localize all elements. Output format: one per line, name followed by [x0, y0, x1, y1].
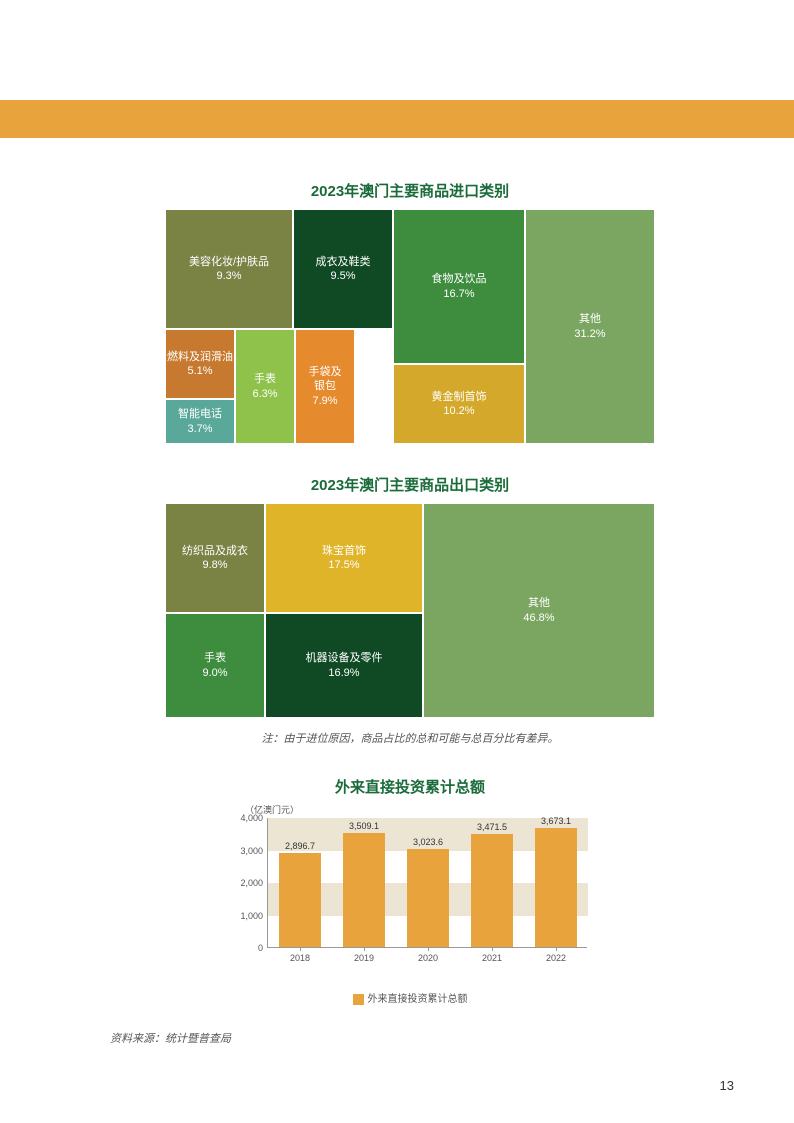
treemap-cell: 手表6.3%	[235, 329, 295, 444]
treemap-cell: 珠宝首饰17.5%	[265, 503, 423, 613]
y-tick-label: 0	[258, 943, 263, 953]
x-tick-mark	[364, 947, 365, 951]
treemap-cell-pct: 9.8%	[202, 558, 227, 572]
treemap-cell: 手袋及银包7.9%	[295, 329, 355, 444]
treemap-cell-label: 美容化妆/护肤品	[189, 255, 269, 269]
treemap-cell: 美容化妆/护肤品9.3%	[165, 209, 293, 329]
exports-treemap: 纺织品及成衣9.8%珠宝首饰17.5%手表9.0%机器设备及零件16.9%其他4…	[165, 503, 655, 718]
y-tick-label: 2,000	[240, 878, 263, 888]
bar-chart-unit: （亿澳门元）	[245, 803, 595, 816]
bar	[407, 849, 449, 947]
treemap-cell-label: 手袋及银包	[309, 365, 342, 394]
treemap-cell: 智能电话3.7%	[165, 399, 235, 444]
treemap-cell-pct: 5.1%	[187, 364, 212, 378]
x-tick-label: 2022	[535, 953, 577, 963]
imports-treemap: 美容化妆/护肤品9.3%成衣及鞋类9.5%食物及饮品16.7%其他31.2%燃料…	[165, 209, 655, 444]
legend-swatch	[353, 994, 364, 1005]
x-tick-label: 2021	[471, 953, 513, 963]
treemap-cell-pct: 7.9%	[312, 394, 337, 408]
treemap-cell: 食物及饮品16.7%	[393, 209, 525, 364]
bar-value-label: 3,023.6	[398, 837, 458, 847]
treemap-cell-label: 燃料及润滑油	[167, 350, 233, 364]
bar-chart-title: 外来直接投资累计总额	[225, 776, 595, 797]
x-tick-mark	[556, 947, 557, 951]
treemap-cell-label: 食物及饮品	[432, 272, 487, 286]
treemap-cell: 燃料及润滑油5.1%	[165, 329, 235, 399]
page-number: 13	[720, 1078, 734, 1093]
treemap-cell-label: 手表	[254, 372, 276, 386]
exports-title: 2023年澳门主要商品出口类别	[130, 474, 690, 495]
x-tick-mark	[492, 947, 493, 951]
x-tick-label: 2019	[343, 953, 385, 963]
bar-value-label: 3,509.1	[334, 821, 394, 831]
treemap-footnote: 注：由于进位原因，商品占比的总和可能与总百分比有差异。	[130, 730, 690, 746]
treemap-cell-pct: 17.5%	[328, 558, 359, 572]
legend-label: 外来直接投资累计总额	[368, 994, 468, 1005]
treemap-cell-label: 成衣及鞋类	[316, 255, 371, 269]
treemap-cell-label: 纺织品及成衣	[182, 544, 248, 558]
x-tick-label: 2020	[407, 953, 449, 963]
treemap-cell: 黄金制首饰10.2%	[393, 364, 525, 444]
bar-value-label: 3,673.1	[526, 816, 586, 826]
treemap-cell: 机器设备及零件16.9%	[265, 613, 423, 718]
bar	[279, 853, 321, 947]
bar-value-label: 2,896.7	[270, 841, 330, 851]
treemap-cell-pct: 9.3%	[216, 269, 241, 283]
treemap-cell-label: 珠宝首饰	[322, 544, 366, 558]
treemap-cell-label: 其他	[528, 596, 550, 610]
treemap-cell-label: 机器设备及零件	[306, 651, 383, 665]
bar-chart-wrap: 外来直接投资累计总额 （亿澳门元） 01,0002,0003,0004,000 …	[225, 776, 595, 1005]
x-tick-mark	[300, 947, 301, 951]
treemap-cell-pct: 6.3%	[252, 387, 277, 401]
treemap-cell-pct: 9.0%	[202, 666, 227, 680]
source-note: 资料来源：统计暨普查局	[110, 1030, 690, 1046]
bar	[535, 828, 577, 947]
plot-area: 2,896.720183,509.120193,023.620203,471.5…	[267, 818, 587, 948]
treemap-cell-pct: 3.7%	[187, 422, 212, 436]
bar-value-label: 3,471.5	[462, 822, 522, 832]
bar	[471, 834, 513, 947]
treemap-cell: 其他46.8%	[423, 503, 655, 718]
y-tick-label: 3,000	[240, 846, 263, 856]
header-bar	[0, 100, 794, 138]
treemap-cell-label: 其他	[579, 312, 601, 326]
x-tick-mark	[428, 947, 429, 951]
treemap-cell: 手表9.0%	[165, 613, 265, 718]
page-content: 2023年澳门主要商品进口类别 美容化妆/护肤品9.3%成衣及鞋类9.5%食物及…	[130, 180, 690, 1046]
x-tick-label: 2018	[279, 953, 321, 963]
treemap-cell-pct: 16.7%	[443, 287, 474, 301]
y-tick-label: 4,000	[240, 813, 263, 823]
y-tick-label: 1,000	[240, 911, 263, 921]
treemap-cell-pct: 10.2%	[443, 404, 474, 418]
treemap-cell-label: 黄金制首饰	[432, 390, 487, 404]
treemap-cell-pct: 16.9%	[328, 666, 359, 680]
treemap-cell: 其他31.2%	[525, 209, 655, 444]
treemap-cell-label: 手表	[204, 651, 226, 665]
treemap-cell-pct: 9.5%	[330, 269, 355, 283]
bar	[343, 833, 385, 947]
treemap-cell: 成衣及鞋类9.5%	[293, 209, 393, 329]
treemap-cell: 纺织品及成衣9.8%	[165, 503, 265, 613]
treemap-cell-pct: 31.2%	[574, 327, 605, 341]
bar-chart-legend: 外来直接投资累计总额	[225, 990, 595, 1005]
imports-title: 2023年澳门主要商品进口类别	[130, 180, 690, 201]
bar-chart: 01,0002,0003,0004,000 2,896.720183,509.1…	[225, 818, 595, 968]
treemap-cell-pct: 46.8%	[523, 611, 554, 625]
treemap-cell-label: 智能电话	[178, 407, 222, 421]
y-axis: 01,0002,0003,0004,000	[225, 818, 267, 948]
